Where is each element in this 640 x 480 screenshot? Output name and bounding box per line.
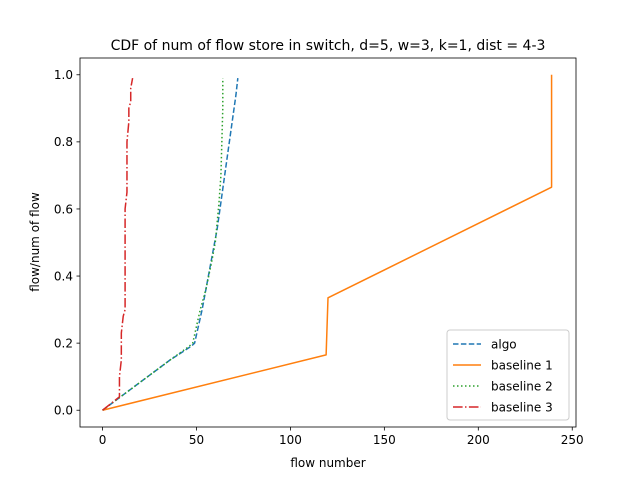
axes-layer: 0 50 100 150 200 250 0.0 0.2 0.4 0.6 0.8 1.0 (54, 57, 584, 447)
axes-frame (79, 57, 577, 428)
x-tick-label: 0 (99, 433, 107, 447)
x-tick-label: 150 (373, 433, 396, 447)
legend: algo baseline 1 baseline 2 baseline 3 (446, 329, 570, 421)
y-tick-label: 0.6 (54, 202, 73, 216)
x-tick-label: 250 (561, 433, 584, 447)
x-tick-label: 200 (467, 433, 490, 447)
y-tick-label: 0.4 (54, 269, 73, 283)
legend-label-2: baseline 1 (491, 359, 553, 373)
x-axis-label: flow number (290, 456, 365, 470)
series-line-4 (102, 77, 134, 411)
y-tick-label: 1.0 (54, 68, 73, 82)
series-line-1 (102, 78, 239, 411)
legend-label-1: algo (491, 338, 517, 352)
x-tick-label: 50 (189, 433, 204, 447)
chart-title: CDF of num of flow store in switch, d=5,… (111, 38, 546, 54)
y-tick-label: 0.0 (54, 404, 73, 418)
y-axis-label: flow/num of flow (28, 192, 42, 292)
legend-label-4: baseline 3 (491, 401, 553, 415)
legend-box (446, 329, 570, 421)
series-layer (102, 74, 553, 411)
y-tick-label: 0.2 (54, 336, 73, 350)
legend-label-3: baseline 2 (491, 380, 553, 394)
series-line-2 (102, 74, 553, 411)
y-tick-label: 0.8 (54, 135, 73, 149)
x-tick-label: 100 (279, 433, 302, 447)
